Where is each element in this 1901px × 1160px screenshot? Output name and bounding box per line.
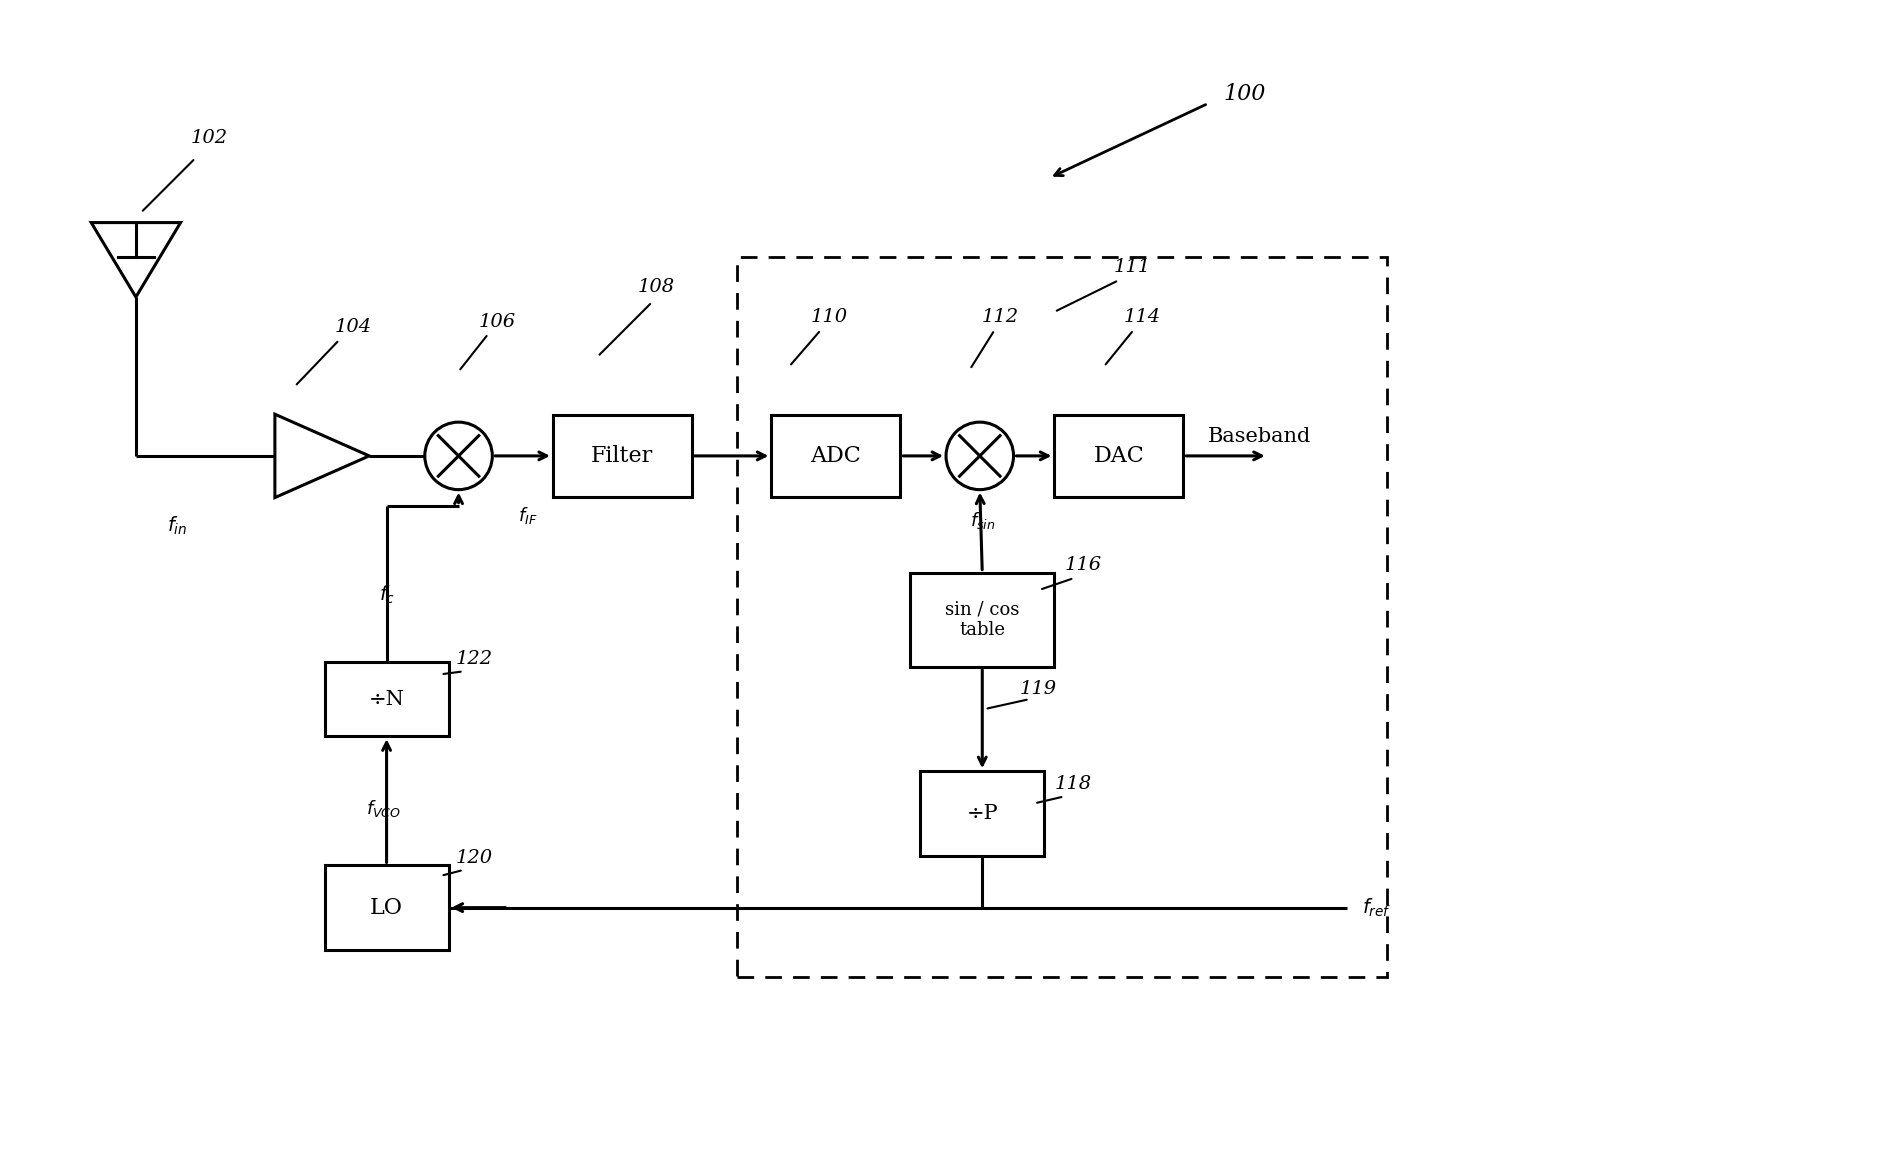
Text: 111: 111 — [1114, 259, 1150, 276]
Text: ÷N: ÷N — [369, 690, 405, 709]
Text: $f_{VCO}$: $f_{VCO}$ — [367, 798, 401, 819]
Text: 104: 104 — [335, 318, 371, 336]
Bar — [1055, 415, 1182, 496]
Text: 100: 100 — [1222, 82, 1266, 104]
Text: $f_{in}$: $f_{in}$ — [167, 514, 188, 537]
Bar — [325, 662, 449, 737]
Text: ADC: ADC — [810, 445, 861, 466]
Text: 120: 120 — [456, 849, 492, 867]
Text: 108: 108 — [637, 278, 675, 296]
Text: $f_{ref}$: $f_{ref}$ — [1361, 897, 1392, 919]
Bar — [325, 865, 449, 950]
Text: 112: 112 — [981, 307, 1019, 326]
Bar — [553, 415, 692, 496]
Bar — [736, 258, 1388, 977]
Text: sin / cos
table: sin / cos table — [945, 601, 1019, 639]
Text: 110: 110 — [812, 307, 848, 326]
Text: DAC: DAC — [1093, 445, 1144, 466]
Text: $f_{IF}$: $f_{IF}$ — [519, 505, 538, 525]
Text: Baseband: Baseband — [1209, 427, 1312, 445]
Text: LO: LO — [371, 897, 403, 919]
Text: 106: 106 — [479, 313, 515, 331]
Text: 102: 102 — [190, 129, 228, 147]
Text: $f_c$: $f_c$ — [378, 583, 395, 606]
Text: $f_{sin}$: $f_{sin}$ — [970, 510, 996, 531]
Text: 118: 118 — [1055, 775, 1091, 792]
Text: Filter: Filter — [591, 445, 654, 466]
Text: 119: 119 — [1019, 680, 1057, 698]
Text: 122: 122 — [456, 651, 492, 668]
Bar — [920, 771, 1044, 856]
Text: 116: 116 — [1065, 556, 1101, 574]
Text: ÷P: ÷P — [966, 804, 998, 822]
Bar — [911, 573, 1055, 667]
Bar — [772, 415, 901, 496]
Text: 114: 114 — [1123, 307, 1162, 326]
